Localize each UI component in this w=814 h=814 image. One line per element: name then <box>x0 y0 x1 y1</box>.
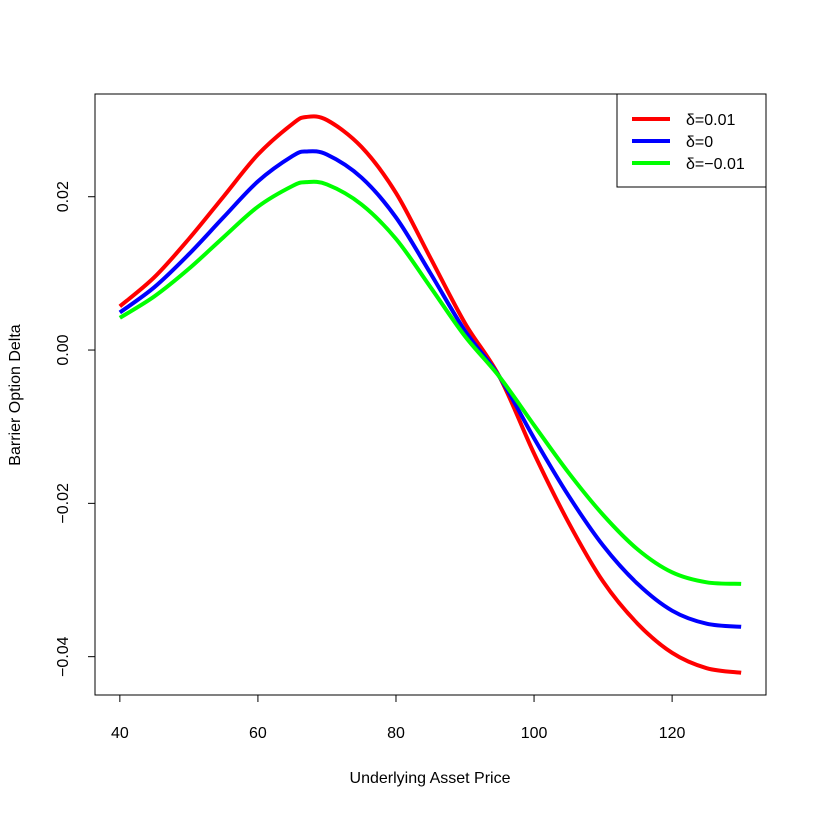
series-line-2 <box>118 179 742 586</box>
y-tick-label: −0.02 <box>55 483 72 524</box>
legend-label-0: δ=0.01 <box>686 112 735 129</box>
x-tick-label: 100 <box>521 725 548 742</box>
x-tick-label: 120 <box>659 725 686 742</box>
series-line-1 <box>118 149 742 629</box>
x-tick-label: 60 <box>249 725 267 742</box>
y-tick-label: −0.04 <box>55 636 72 677</box>
legend: δ=0.01 δ=0 δ=−0.01 <box>616 93 767 188</box>
y-axis: −0.04 −0.02 0.00 0.02 <box>55 181 95 677</box>
x-axis: 40 60 80 100 120 <box>111 694 686 742</box>
y-tick-label: 0.02 <box>55 181 72 212</box>
x-tick-label: 40 <box>111 725 129 742</box>
series-line-0 <box>118 114 742 675</box>
series-lines <box>118 114 742 675</box>
y-tick-label: 0.00 <box>55 334 72 365</box>
legend-label-1: δ=0 <box>686 134 713 151</box>
legend-label-2: δ=−0.01 <box>686 156 745 173</box>
y-axis-label: Barrier Option Delta <box>7 324 24 465</box>
x-axis-label: Underlying Asset Price <box>350 770 511 787</box>
x-tick-label: 80 <box>387 725 405 742</box>
